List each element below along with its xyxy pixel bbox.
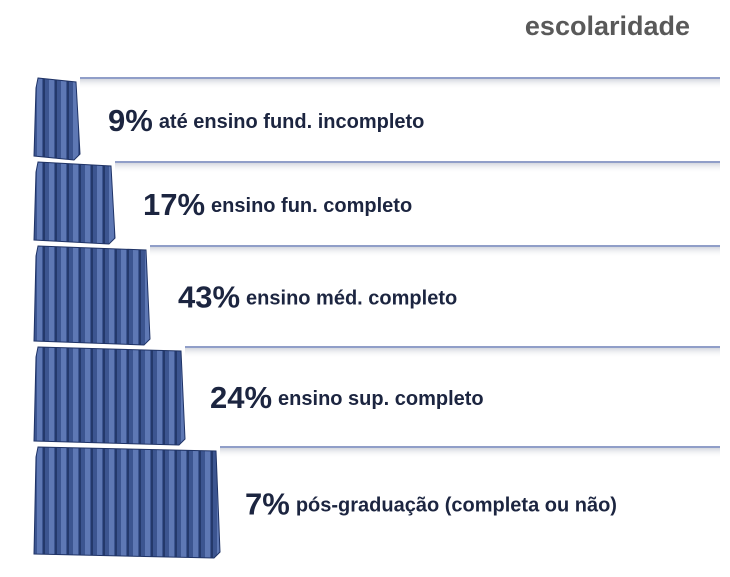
percent: 24% — [210, 380, 272, 415]
book-stack — [33, 161, 116, 245]
percent: 9% — [108, 103, 153, 138]
book-stack — [33, 346, 186, 446]
row-label: ensino fun. completo — [211, 195, 412, 217]
row-text: 7% pós-graduação (completa ou não) — [245, 487, 617, 522]
book-stack — [33, 77, 81, 161]
line-shadow — [185, 348, 720, 358]
row-text: 24% ensino sup. completo — [210, 380, 484, 415]
line-shadow — [220, 448, 720, 458]
line-shadow — [150, 247, 720, 257]
percent: 43% — [178, 280, 240, 315]
line-shadow — [80, 79, 720, 89]
row-label: ensino méd. completo — [246, 288, 457, 310]
row-text: 9% até ensino fund. incompleto — [108, 103, 424, 138]
book-stack — [33, 245, 151, 346]
percent: 7% — [245, 487, 290, 522]
row-text: 43% ensino méd. completo — [178, 280, 457, 315]
title: escolaridade — [525, 11, 690, 41]
book-stack — [33, 446, 221, 559]
row-text: 17% ensino fun. completo — [143, 187, 412, 222]
row-label: pós-graduação (completa ou não) — [296, 495, 617, 517]
percent: 17% — [143, 187, 205, 222]
line-shadow — [115, 163, 720, 173]
row-label: até ensino fund. incompleto — [159, 111, 425, 133]
row-label: ensino sup. completo — [278, 388, 484, 410]
